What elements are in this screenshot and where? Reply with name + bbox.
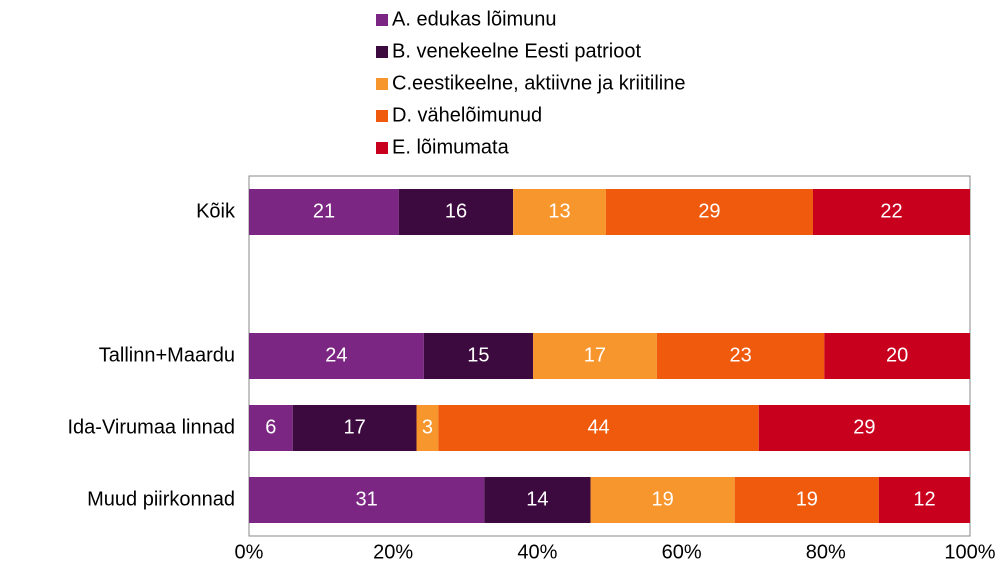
bar-segment	[416, 405, 439, 451]
data-label: 19	[796, 488, 818, 510]
x-tick-label: 100%	[944, 541, 995, 563]
bar-segment	[249, 333, 424, 379]
x-tick-label: 60%	[662, 541, 702, 563]
bar-segment	[292, 405, 417, 451]
y-tick-label: Muud piirkonnad	[87, 488, 235, 510]
legend-swatch	[376, 78, 388, 90]
bar-segment	[249, 477, 485, 523]
bar-segment	[878, 477, 970, 523]
data-label: 17	[584, 344, 606, 366]
data-label: 15	[467, 344, 489, 366]
data-label: 19	[652, 488, 674, 510]
x-tick-label: 40%	[517, 541, 557, 563]
data-label: 13	[548, 200, 570, 222]
data-label: 20	[886, 344, 908, 366]
data-label: 29	[698, 200, 720, 222]
bar-segment	[484, 477, 591, 523]
legend-swatch	[376, 110, 388, 122]
data-label: 22	[880, 200, 902, 222]
legend-swatch	[376, 46, 388, 58]
legend-swatch	[376, 142, 388, 154]
data-label: 31	[356, 488, 378, 510]
legend-label: E. lõimumata	[392, 136, 510, 158]
data-label: 16	[445, 200, 467, 222]
bar-segment	[590, 477, 735, 523]
data-label: 29	[853, 416, 875, 438]
data-label: 44	[587, 416, 609, 438]
bar-segment	[423, 333, 534, 379]
y-tick-label: Tallinn+Maardu	[99, 344, 235, 366]
bar-segment	[656, 333, 825, 379]
legend-swatch	[376, 14, 388, 26]
x-tick-label: 20%	[373, 541, 413, 563]
bar-segment	[438, 405, 759, 451]
bar-segment	[758, 405, 970, 451]
bar-segment	[734, 477, 879, 523]
data-label: 24	[325, 344, 347, 366]
legend-label: B. venekeelne Eesti patrioot	[392, 40, 641, 62]
legend-label: D. vähelõimunud	[392, 104, 542, 126]
legend-label: C.eestikeelne, aktiivne ja kriitiline	[392, 72, 685, 94]
data-label: 17	[343, 416, 365, 438]
y-tick-label: Kõik	[196, 200, 236, 222]
legend-label: A. edukas lõimunu	[392, 8, 557, 30]
data-label: 23	[729, 344, 751, 366]
bar-segment	[533, 333, 657, 379]
data-label: 14	[526, 488, 548, 510]
bar-segment	[824, 333, 970, 379]
data-label: 21	[313, 200, 335, 222]
y-tick-label: Ida-Virumaa linnad	[67, 416, 235, 438]
x-tick-label: 0%	[235, 541, 264, 563]
x-tick-label: 80%	[806, 541, 846, 563]
data-label: 12	[913, 488, 935, 510]
bar-segment	[812, 189, 970, 235]
bar-segment	[513, 189, 606, 235]
bar-segment	[398, 189, 514, 235]
data-label: 3	[422, 416, 433, 438]
bar-segment	[249, 189, 399, 235]
data-label: 6	[265, 416, 276, 438]
bar-segment	[249, 405, 293, 451]
bar-segment	[605, 189, 813, 235]
